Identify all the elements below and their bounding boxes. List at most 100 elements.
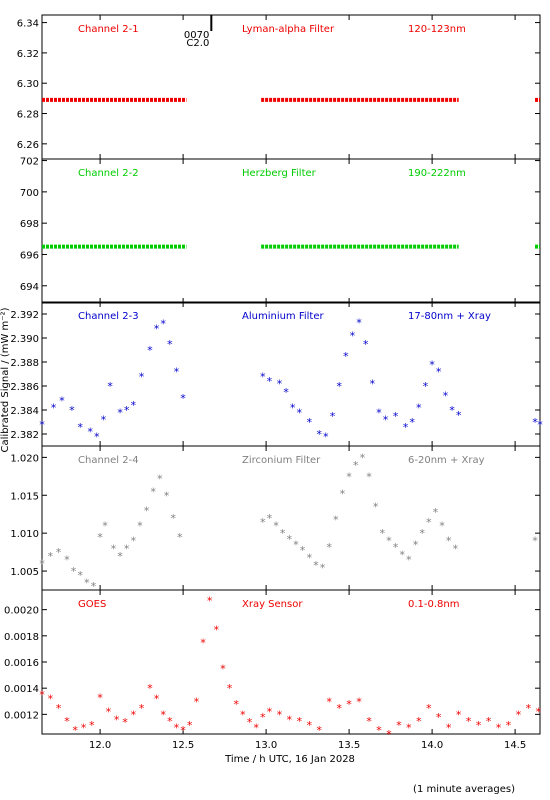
data-point: * [123,404,130,417]
y-tick-label: 2.392 [10,310,39,321]
x-tick-label: 14.0 [421,740,443,751]
data-point: * [137,520,144,533]
y-tick-label: 1.010 [10,529,39,540]
data-point: * [416,402,423,415]
data-point: * [147,344,154,357]
data-point: * [170,512,177,525]
data-point: * [342,350,349,363]
data-point: * [465,715,472,728]
data-point: * [406,721,413,734]
data-point: * [160,318,167,331]
data-point: * [296,715,303,728]
y-tick-label: 2.386 [10,382,39,393]
data-point: * [259,516,266,529]
data-point: * [306,416,313,429]
x-tick-label: 14.5 [504,740,526,751]
data-point: * [422,380,429,393]
data-point: * [425,516,432,529]
y-tick-label: 2.382 [10,430,39,441]
data-point: * [153,693,160,706]
data-point: * [382,414,389,427]
data-point: * [55,702,62,715]
panel-frame [41,589,541,735]
data-point: * [226,682,233,695]
panel-filter-label: Zirconium Filter [242,455,321,466]
panel-filter-label: Herzberg Filter [242,168,317,179]
panel-channel-label: Channel 2-2 [78,168,139,179]
data-point: * [339,488,346,501]
panel-band-label: 17-80nm + Xray [408,311,491,322]
data-point: * [537,418,544,431]
data-point: * [356,695,363,708]
y-tick-label: 2.390 [10,334,39,345]
data-point: * [392,541,399,554]
x-tick-label: 13.0 [255,740,277,751]
data-point: * [39,689,46,702]
data-point: * [276,378,283,391]
data-point: * [200,636,207,649]
y-tick-label: 694 [20,282,39,293]
data-point: * [279,527,286,540]
panel-filter-label: Xray Sensor [242,599,303,610]
data-point: * [525,702,532,715]
data-point: * [167,338,174,351]
data-point: * [296,406,303,419]
data-point: * [117,550,124,563]
data-point: * [286,714,293,727]
data-point: * [117,406,124,419]
data-point: * [113,714,120,727]
y-tick-label: 0.0016 [4,658,39,669]
data-point: * [55,546,62,559]
data-point: * [333,514,340,527]
data-point: * [362,338,369,351]
x-tick-label: 12.0 [89,740,111,751]
data-point: * [396,719,403,732]
panel-frame [41,301,541,447]
data-point: * [445,535,452,548]
data-point: * [167,715,174,728]
data-point: * [336,702,343,715]
data-point: * [259,711,266,724]
data-point: * [130,399,137,412]
data-point: * [505,719,512,732]
data-point: * [59,394,66,407]
data-point: * [173,721,180,734]
data-point: * [392,410,399,423]
data-point: * [495,721,502,734]
x-tick-label: 13.5 [338,740,360,751]
data-point: * [326,541,333,554]
data-point: * [39,418,46,431]
data-point: * [97,531,104,544]
data-point: * [313,559,320,572]
panel-channel-label: Channel 2-1 [78,24,139,35]
data-point: * [64,554,71,567]
data-point: * [107,380,114,393]
panel-band-label: 6-20nm + Xray [408,455,485,466]
data-point: * [286,533,293,546]
y-tick-label: 0.0020 [4,606,39,617]
y-tick-label: 696 [20,250,39,261]
data-point: * [432,506,439,519]
panel-channel-label: Channel 2-4 [78,455,139,466]
data-point: * [369,378,376,391]
y-tick-label: 0.0012 [4,710,39,721]
data-point: * [306,551,313,564]
data-point: * [399,548,406,561]
data-point: * [87,426,94,439]
data-point: * [102,520,109,533]
data-point: * [180,392,187,405]
data-point: * [39,557,46,570]
data-point: * [376,406,383,419]
data-point: * [163,489,170,502]
data-point: * [138,702,145,715]
data-point: * [346,470,353,483]
y-tick-label: 6.28 [17,110,39,121]
chart-panels: 6.26 6.28 6.30 6.32 6.34 Channel 2-1 Lyman-alp… [4,14,544,741]
data-point: * [186,719,193,732]
data-point: * [259,370,266,383]
data-point: * [93,430,100,443]
data-point: * [64,715,71,728]
data-point: * [439,520,446,533]
